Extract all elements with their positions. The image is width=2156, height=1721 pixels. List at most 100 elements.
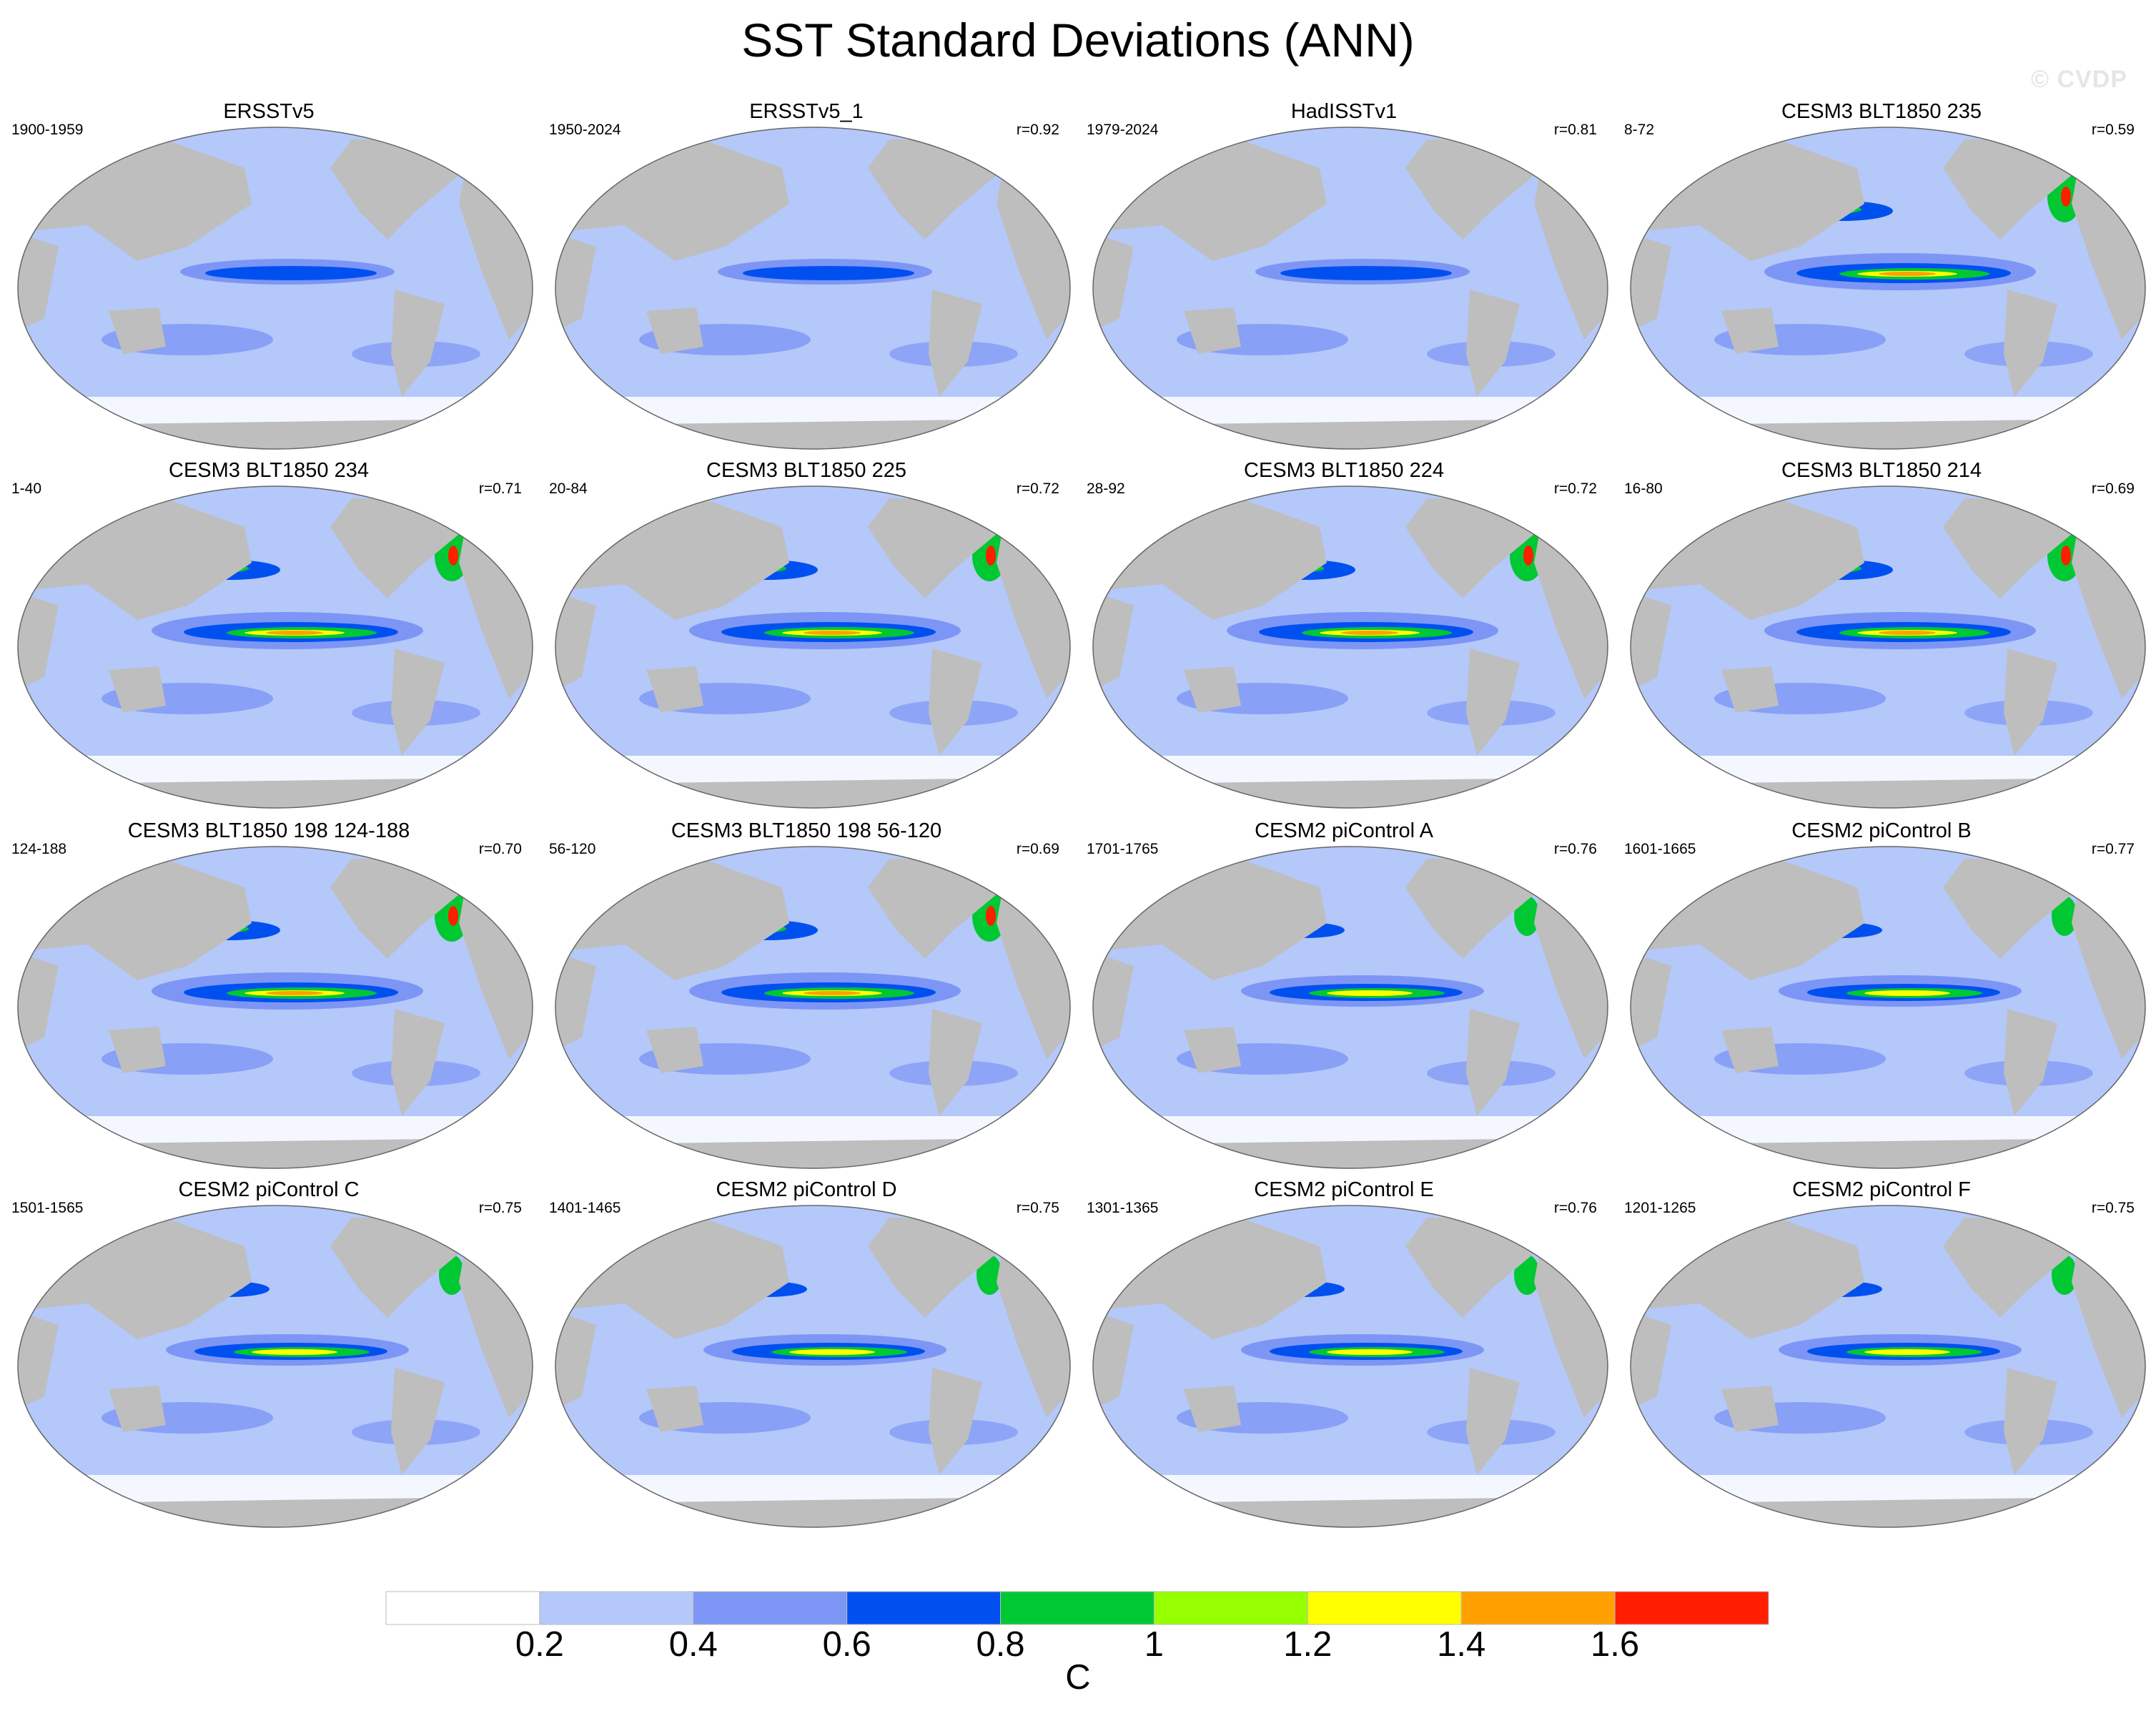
- panel-title: CESM3 BLT1850 214: [1781, 459, 1982, 482]
- panel-years: 1900-1959: [11, 122, 84, 138]
- world-map: [1630, 485, 2146, 809]
- colorbar-tick-label: 0.8: [976, 1625, 1025, 1664]
- world-map: [555, 1205, 1071, 1528]
- panel-years: 1201-1265: [1624, 1200, 1696, 1216]
- panel-years: 1501-1565: [11, 1200, 84, 1216]
- panel-correlation: r=0.69: [1016, 841, 1059, 857]
- map-panel: CESM3 BLT1850 235 8-72 r=0.59: [1613, 100, 2150, 458]
- colorbar-swatch: [846, 1591, 1002, 1625]
- panel-correlation: r=0.77: [2091, 841, 2135, 857]
- world-map: [1630, 1205, 2146, 1528]
- panel-correlation: r=0.70: [478, 841, 522, 857]
- map-panel: CESM3 BLT1850 198 56-120 56-120 r=0.69: [538, 819, 1075, 1177]
- map-panel: CESM3 BLT1850 224 28-92 r=0.72: [1075, 459, 1613, 817]
- colorbar-tick-label: 1.4: [1437, 1625, 1486, 1664]
- panel-years: 8-72: [1624, 122, 1655, 138]
- world-map: [17, 485, 533, 809]
- panel-title: CESM2 piControl A: [1255, 819, 1433, 842]
- world-map: [1092, 127, 1608, 450]
- map-panel: CESM2 piControl C 1501-1565 r=0.75: [0, 1178, 538, 1536]
- colorbar-swatch: [385, 1591, 540, 1625]
- panel-correlation: r=0.92: [1016, 122, 1059, 138]
- panel-title: CESM3 BLT1850 235: [1781, 100, 1982, 123]
- world-map: [555, 846, 1071, 1169]
- panel-title: CESM3 BLT1850 234: [169, 459, 369, 482]
- map-panel: CESM3 BLT1850 234 1-40 r=0.71: [0, 459, 538, 817]
- panel-years: 1301-1365: [1087, 1200, 1159, 1216]
- world-map: [1092, 1205, 1608, 1528]
- world-map: [1092, 485, 1608, 809]
- colorbar-swatch: [693, 1591, 848, 1625]
- map-panel: ERSSTv5 1900-1959: [0, 100, 538, 458]
- panel-title: ERSSTv5: [223, 100, 315, 123]
- panel-correlation: r=0.59: [2091, 122, 2135, 138]
- world-map: [17, 1205, 533, 1528]
- map-panel: HadISSTv1 1979-2024 r=0.81: [1075, 100, 1613, 458]
- panel-title: CESM2 piControl B: [1791, 819, 1972, 842]
- map-panel: CESM2 piControl F 1201-1265 r=0.75: [1613, 1178, 2150, 1536]
- panel-years: 16-80: [1624, 480, 1663, 497]
- panel-correlation: r=0.76: [1553, 841, 1597, 857]
- watermark: © CVDP: [2031, 66, 2127, 93]
- world-map: [555, 485, 1071, 809]
- world-map: [17, 127, 533, 450]
- panel-years: 28-92: [1087, 480, 1125, 497]
- panel-correlation: r=0.72: [1016, 480, 1059, 497]
- colorbar-swatch: [1153, 1591, 1308, 1625]
- world-map: [1630, 846, 2146, 1169]
- panel-correlation: r=0.71: [478, 480, 522, 497]
- panel-correlation: r=0.72: [1553, 480, 1597, 497]
- panel-title: CESM3 BLT1850 198 124-188: [127, 819, 410, 842]
- colorbar-tick-label: 0.4: [668, 1625, 718, 1664]
- map-panel: CESM3 BLT1850 214 16-80 r=0.69: [1613, 459, 2150, 817]
- world-map: [1092, 846, 1608, 1169]
- map-panel: CESM3 BLT1850 225 20-84 r=0.72: [538, 459, 1075, 817]
- colorbar-swatch: [1460, 1591, 1616, 1625]
- panel-title: HadISSTv1: [1290, 100, 1398, 123]
- panel-title: CESM3 BLT1850 225: [706, 459, 906, 482]
- panel-correlation: r=0.75: [2091, 1200, 2135, 1216]
- colorbar-tick-label: 1.2: [1283, 1625, 1332, 1664]
- map-panel: CESM2 piControl A 1701-1765 r=0.76: [1075, 819, 1613, 1177]
- map-panel: CESM2 piControl E 1301-1365 r=0.76: [1075, 1178, 1613, 1536]
- panel-correlation: r=0.76: [1553, 1200, 1597, 1216]
- panel-correlation: r=0.75: [1016, 1200, 1059, 1216]
- world-map: [555, 127, 1071, 450]
- world-map: [1630, 127, 2146, 450]
- panel-years: 1401-1465: [549, 1200, 621, 1216]
- colorbar-tick-label: 0.6: [822, 1625, 871, 1664]
- colorbar-tick-label: 0.2: [515, 1625, 564, 1664]
- panel-title: CESM3 BLT1850 198 56-120: [671, 819, 942, 842]
- panel-title: CESM2 piControl F: [1792, 1178, 1971, 1201]
- colorbar-swatch: [1614, 1591, 1769, 1625]
- panel-title: CESM2 piControl E: [1254, 1178, 1434, 1201]
- world-map: [17, 846, 533, 1169]
- panel-correlation: r=0.69: [2091, 480, 2135, 497]
- map-panel: ERSSTv5_1 1950-2024 r=0.92: [538, 100, 1075, 458]
- figure-title: SST Standard Deviations (ANN): [741, 14, 1415, 66]
- colorbar-tick-label: 1: [1144, 1625, 1164, 1664]
- panel-years: 124-188: [11, 841, 67, 857]
- colorbar-unit: C: [1065, 1658, 1091, 1697]
- panel-years: 1601-1665: [1624, 841, 1696, 857]
- panel-years: 1950-2024: [549, 122, 621, 138]
- colorbar-swatch: [539, 1591, 694, 1625]
- colorbar-swatch: [1000, 1591, 1154, 1625]
- map-panel: CESM3 BLT1850 198 124-188 124-188 r=0.70: [0, 819, 538, 1177]
- map-panel: CESM2 piControl D 1401-1465 r=0.75: [538, 1178, 1075, 1536]
- panel-years: 20-84: [549, 480, 588, 497]
- panel-years: 1701-1765: [1087, 841, 1159, 857]
- panel-years: 1979-2024: [1087, 122, 1159, 138]
- panel-years: 56-120: [549, 841, 596, 857]
- panel-correlation: r=0.75: [478, 1200, 522, 1216]
- colorbar-swatch: [1307, 1591, 1462, 1625]
- panel-years: 1-40: [11, 480, 42, 497]
- panel-title: ERSSTv5_1: [749, 100, 864, 123]
- panel-title: CESM2 piControl C: [178, 1178, 360, 1201]
- map-panel: CESM2 piControl B 1601-1665 r=0.77: [1613, 819, 2150, 1177]
- panel-title: CESM2 piControl D: [716, 1178, 897, 1201]
- panel-grid: ERSSTv5 1900-1959 ERSSTv5: [0, 100, 2150, 1536]
- panel-correlation: r=0.81: [1553, 122, 1597, 138]
- panel-title: CESM3 BLT1850 224: [1244, 459, 1444, 482]
- colorbar-tick-label: 1.6: [1591, 1625, 1640, 1664]
